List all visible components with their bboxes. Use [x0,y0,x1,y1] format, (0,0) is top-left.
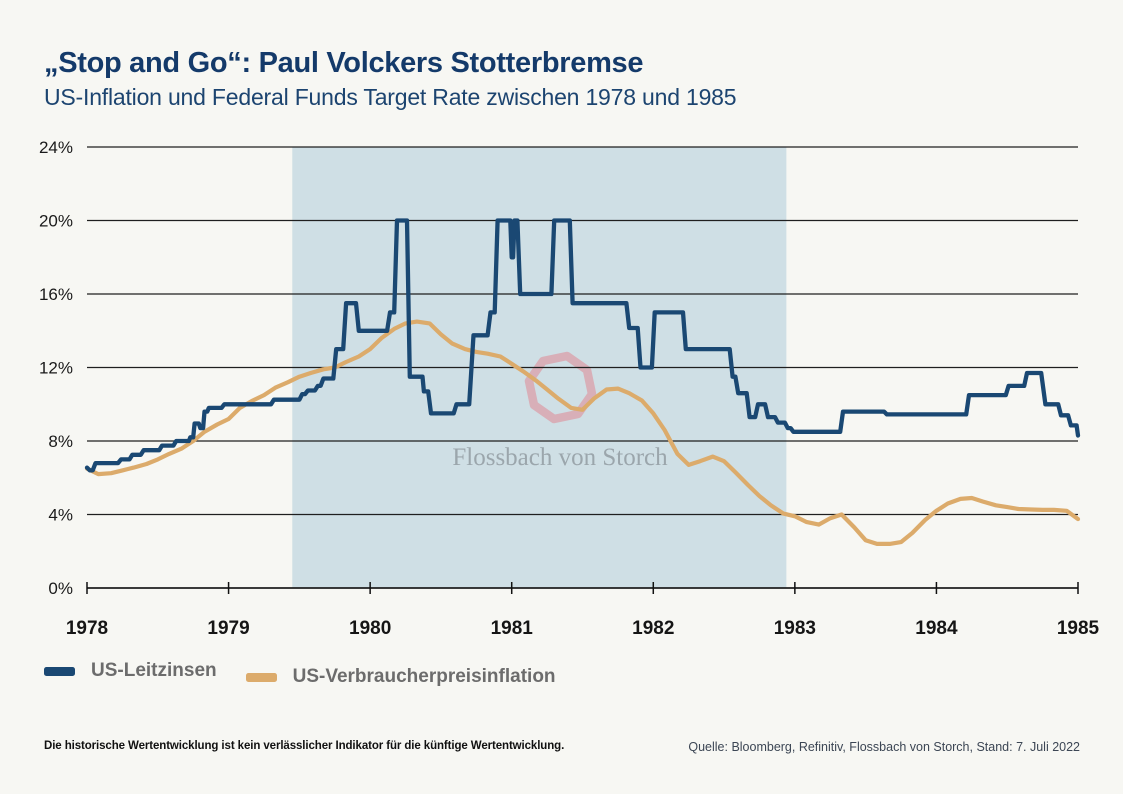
grid-layer: 24% 20% 16% 12% 8% 4% 0% 1978 1979 1980 1981 1982 19… [39,138,1100,639]
inflation-line-swatch-icon [245,672,277,682]
x-tick-label: 1981 [491,618,534,639]
legend: US-Leitzinsen US-Verbraucherpreisinflati… [44,660,556,688]
watermark-text: Flossbach von Storch [452,444,668,471]
x-tick-label: 1978 [66,618,108,639]
legend-item-inflation: US-Verbraucherpreisinflation [245,666,556,688]
legend-label-inflation: US-Verbraucherpreisinflation [292,666,556,687]
y-tick-label: 16% [39,285,73,304]
x-tick-label: 1985 [1057,618,1100,639]
x-tick-label: 1982 [632,618,674,639]
y-tick-label: 4% [48,506,73,525]
page-title: „Stop and Go“: Paul Volckers Stotterbrem… [44,47,644,79]
legend-label-leitzinsen: US-Leitzinsen [91,660,217,681]
footer-source: Quelle: Bloomberg, Refinitiv, Flossbach … [688,740,1080,754]
header: „Stop and Go“: Paul Volckers Stotterbrem… [44,47,737,111]
page-subtitle: US-Inflation und Federal Funds Target Ra… [44,84,737,111]
x-tick-label: 1980 [349,618,391,639]
footer-disclaimer: Die historische Wertentwicklung ist kein… [44,740,565,752]
y-tick-label: 20% [39,212,73,231]
series-line-leitzins [84,218,1081,473]
y-tick-label: 0% [48,579,73,598]
y-tick-label: 12% [39,359,73,378]
x-tick-label: 1984 [915,618,958,639]
series-line-inflation [84,319,1081,547]
y-tick-label: 8% [48,432,73,451]
leitzinsen-line-swatch-icon [44,666,75,676]
y-tick-label: 24% [39,138,73,157]
x-tick-label: 1979 [207,618,249,639]
legend-item-leitzinsen: US-Leitzinsen [44,660,217,682]
x-tick-label: 1983 [774,618,816,639]
